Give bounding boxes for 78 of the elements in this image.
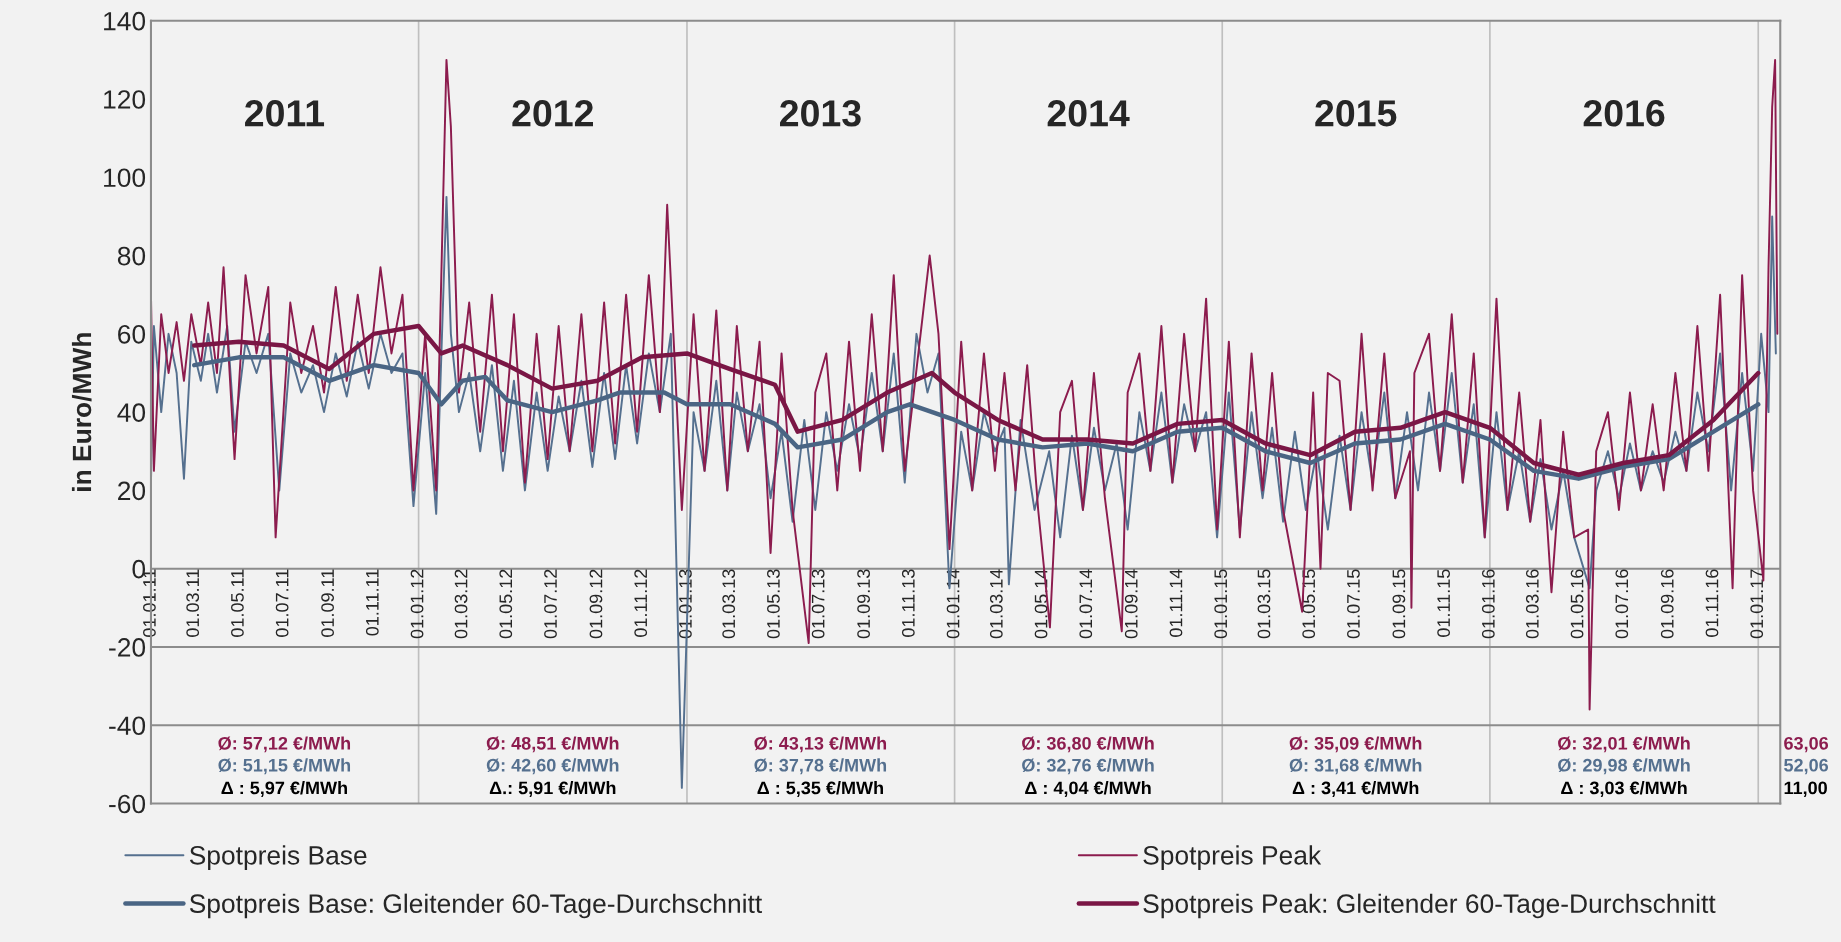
annotation: Ø: 43,13 €/MWh [754, 736, 887, 753]
y-tick-label: -60 [109, 794, 146, 814]
annotation: Ø: 57,12 €/MWh [218, 736, 351, 753]
x-tick-label: 01.09.11 [321, 569, 334, 637]
x-tick-label: 01.11.14 [1169, 569, 1183, 637]
annotation: Ø: 36,80 €/MWh [1022, 736, 1154, 753]
y-tick-label: 80 [117, 246, 146, 266]
annotation: Δ : 4,04 €/MWh [1025, 781, 1151, 797]
x2-tick-label: 2015 [1315, 99, 1397, 127]
annotation: Ø: 31,68 €/MWh [1289, 758, 1422, 775]
x-tick-label: 01.03.16 [1525, 569, 1539, 639]
x-tick-label: 01.11.11 [365, 569, 379, 636]
x-tick-label: 01.01.15 [1214, 569, 1228, 639]
legend-label: Spotpreis Peak [1143, 845, 1322, 870]
x-tick-label: 01.07.14 [1079, 569, 1093, 639]
x-tick-label: 01.01.14 [946, 569, 960, 639]
x2-tick-label: 2016 [1583, 99, 1665, 127]
annotation: Ø: 32,76 €/MWh [1022, 758, 1154, 775]
y-tick-label: 140 [104, 11, 146, 31]
x2-tick-label: 2014 [1047, 99, 1130, 127]
annotation: Ø: 48,51 €/MWh [486, 736, 619, 753]
x-tick-label: 01.07.16 [1615, 569, 1629, 639]
x-tick-label: 01.11.12 [634, 569, 648, 637]
text: 63,06 [1784, 736, 1829, 753]
x-tick-label: 01.11.16 [1705, 569, 1719, 637]
annotation: Δ : 3,03 €/MWh [1561, 781, 1687, 797]
x-tick-label: 01.11.15 [1437, 569, 1450, 637]
x-tick-label: 01.05.12 [499, 569, 513, 639]
x-tick-label: 01.09.13 [857, 569, 870, 639]
x-tick-label: 01.01.16 [1481, 569, 1495, 639]
x-tick-label: 01.03.11 [186, 569, 200, 637]
annotation: Ø: 32,01 €/MWh [1558, 736, 1690, 753]
x-tick-label: 01.09.16 [1660, 569, 1674, 639]
y-tick-label: 60 [118, 324, 146, 344]
y-axis-title: in Euro/MWh [71, 333, 92, 491]
legend-label: Spotpreis Peak: Gleitender 60-Tage-Durchschnitt [1143, 893, 1716, 919]
x-tick-label: 01.07.12 [544, 569, 557, 639]
x-tick-label: 01.09.14 [1124, 569, 1138, 639]
legend-label: Spotpreis Base: Gleitender 60-Tage-Durchschnitt [189, 893, 763, 919]
y-tick-label: 120 [104, 90, 146, 109]
y-tick-label: 0 [132, 559, 146, 579]
annotation: Δ : 5,35 €/MWh [757, 781, 883, 797]
x-tick-label: 01.09.12 [589, 569, 603, 639]
x-tick-label: 01.07.11 [275, 569, 289, 637]
x-tick-label: 01.03.15 [1257, 569, 1271, 639]
x-tick-label: 01.11.13 [901, 569, 915, 637]
x-tick-label: 01.01.17 [1750, 569, 1764, 639]
text: 11,00 [1784, 781, 1827, 797]
x-tick-label: 01.07.15 [1347, 569, 1360, 639]
x-tick-label: 01.01.12 [410, 569, 424, 639]
x-tick-label: 01.03.13 [722, 569, 736, 639]
x-tick-label: 01.07.13 [811, 569, 825, 639]
annotation: Ø: 51,15 €/MWh [218, 758, 351, 775]
legend-label: Spotpreis Base [189, 845, 367, 870]
y-tick-label: -40 [109, 716, 146, 736]
x-tick-label: 01.01.13 [679, 569, 692, 639]
annotation: Δ : 3,41 €/MWh [1292, 781, 1419, 797]
annotation: Δ : 5,97 €/MWh [221, 781, 347, 797]
x-tick-label: 01.05.11 [231, 569, 244, 637]
x-tick-label: 01.05.14 [1034, 569, 1048, 639]
x2-tick-label: 2012 [512, 99, 593, 127]
annotation: Δ.: 5,91 €/MWh [489, 781, 616, 797]
x2-tick-label: 2011 [245, 99, 325, 127]
x2-tick-label: 2013 [780, 99, 861, 127]
text: 52,06 [1784, 758, 1829, 775]
x-tick-label: 01.03.14 [989, 569, 1003, 639]
y-tick-label: 20 [118, 481, 146, 501]
y-tick-label: 40 [117, 403, 146, 422]
x-tick-label: 01.03.12 [454, 569, 468, 639]
x-tick-label: 01.05.16 [1570, 569, 1584, 639]
y-tick-label: -20 [109, 638, 146, 657]
annotation: Ø: 35,09 €/MWh [1289, 736, 1422, 753]
y-tick-label: 100 [104, 168, 146, 188]
x-tick-label: 01.05.13 [767, 569, 780, 639]
annotation: Ø: 42,60 €/MWh [486, 758, 619, 775]
annotation: Ø: 37,78 €/MWh [754, 758, 887, 775]
annotation: Ø: 29,98 €/MWh [1558, 758, 1690, 775]
x-tick-label: 01.09.15 [1392, 569, 1406, 639]
